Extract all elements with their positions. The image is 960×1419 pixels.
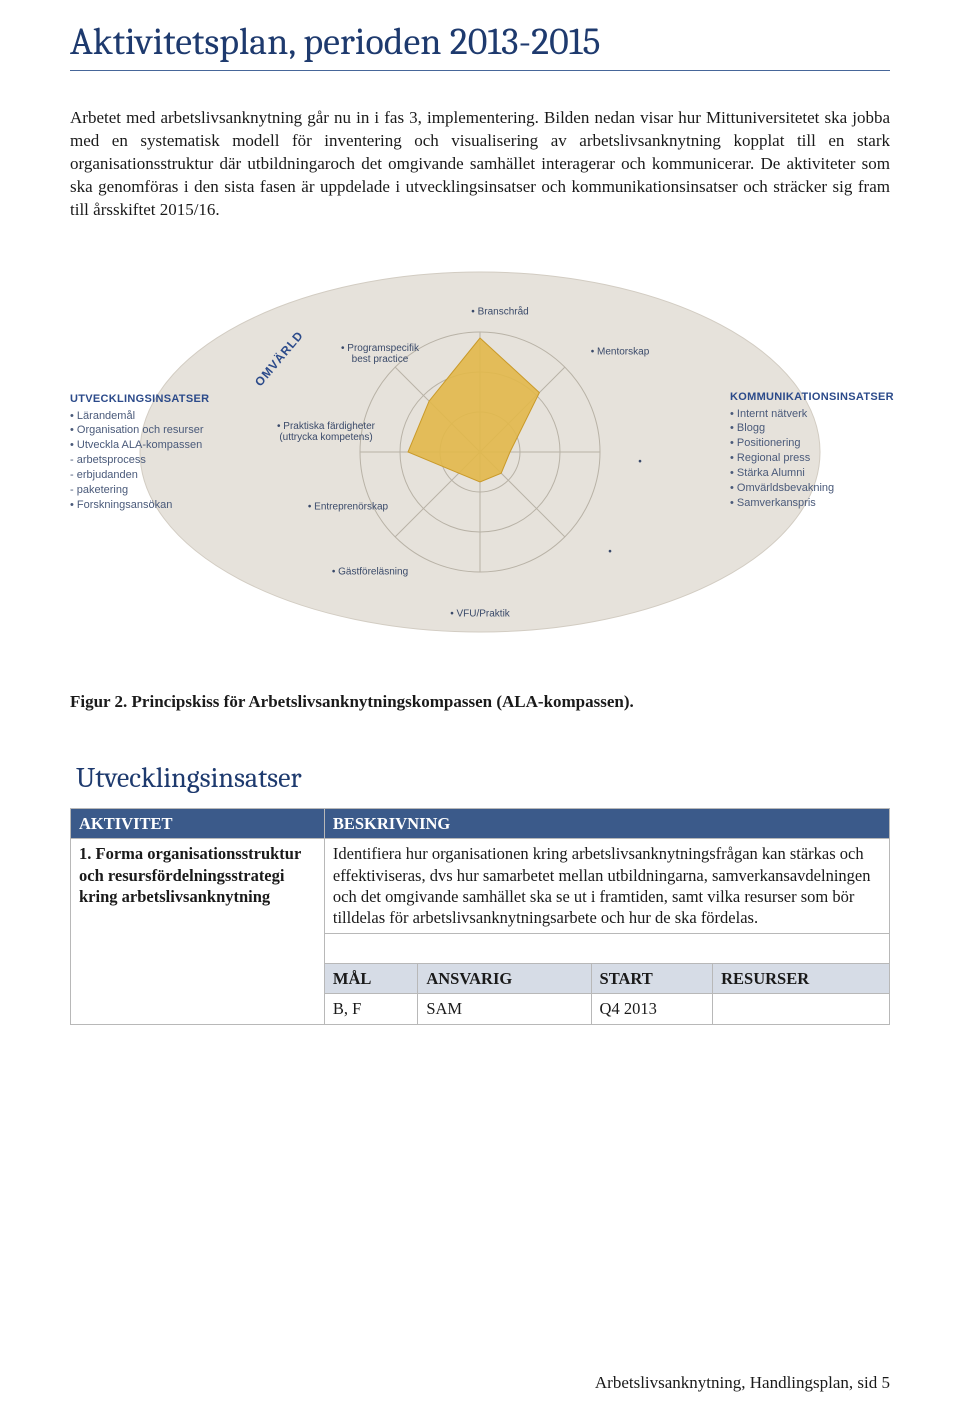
subval-resurser [713, 994, 890, 1024]
subval-ansvarig: SAM [418, 994, 591, 1024]
th-desc: BESKRIVNING [324, 808, 889, 838]
radar-axis-label: • VFU/Praktik [450, 608, 510, 619]
desc-cell: Identifiera hur organisationen kring arb… [324, 839, 889, 934]
th-activity: AKTIVITET [71, 808, 325, 838]
radar-axis-label: • Entreprenörskap [308, 501, 388, 512]
list-item: Samverkanspris [730, 496, 890, 511]
subval-mal: B, F [324, 994, 417, 1024]
subhead-ansvarig: ANSVARIG [418, 963, 591, 993]
list-item: Lärandemål [70, 409, 220, 424]
page-title: Aktivitetsplan, perioden 2013-2015 [70, 20, 890, 71]
left-panel: UTVECKLINGSINSATSER LärandemålOrganisati… [70, 392, 220, 513]
subhead-start: START [591, 963, 713, 993]
right-panel-list: Internt nätverkBloggPositioneringRegiona… [730, 407, 890, 511]
intro-paragraph: Arbetet med arbetslivsanknytning går nu … [70, 107, 890, 222]
right-panel-head: KOMMUNIKATIONSINSATSER [730, 390, 890, 405]
list-item: Stärka Alumni [730, 466, 890, 481]
list-item: arbetsprocess [70, 453, 220, 468]
ala-kompass-diagram: UTVECKLINGSINSATSER LärandemålOrganisati… [70, 252, 890, 652]
radar-axis-label: • [638, 456, 642, 467]
subval-start: Q4 2013 [591, 994, 713, 1024]
left-panel-head: UTVECKLINGSINSATSER [70, 392, 220, 407]
radar-axis-label: • Branschråd [471, 306, 528, 317]
radar-axis-label: • Programspecifikbest practice [341, 343, 419, 365]
radar-axis-label: • Praktiska färdigheter(uttrycka kompete… [277, 421, 375, 443]
list-item: paketering [70, 483, 220, 498]
section-heading: Utvecklingsinsatser [76, 762, 890, 794]
list-item: Internt nätverk [730, 407, 890, 422]
spacer [324, 933, 889, 963]
activity-cell: 1. Forma organisationsstruktur och resur… [71, 839, 325, 1025]
list-item: Positionering [730, 436, 890, 451]
list-item: Omvärldsbevakning [730, 481, 890, 496]
list-item: erbjudanden [70, 468, 220, 483]
list-item: Utveckla ALA-kompassen [70, 438, 220, 453]
list-item: Forskningsansökan [70, 498, 220, 513]
left-panel-list: LärandemålOrganisation och resurserUtvec… [70, 409, 220, 513]
list-item: Organisation och resurser [70, 423, 220, 438]
list-item: Regional press [730, 451, 890, 466]
subhead-mal: MÅL [324, 963, 417, 993]
figure-caption: Figur 2. Principskiss för Arbetslivsankn… [70, 692, 890, 712]
list-item: Blogg [730, 421, 890, 436]
right-panel: KOMMUNIKATIONSINSATSER Internt nätverkBl… [730, 390, 890, 511]
radar-axis-label: • Mentorskap [591, 346, 650, 357]
activity-table: AKTIVITET BESKRIVNING 1. Forma organisat… [70, 808, 890, 1025]
radar-axis-label: • [608, 546, 612, 557]
subhead-resurser: RESURSER [713, 963, 890, 993]
page-footer: Arbetslivsanknytning, Handlingsplan, sid… [595, 1373, 890, 1393]
radar-axis-label: • Gästföreläsning [332, 566, 408, 577]
